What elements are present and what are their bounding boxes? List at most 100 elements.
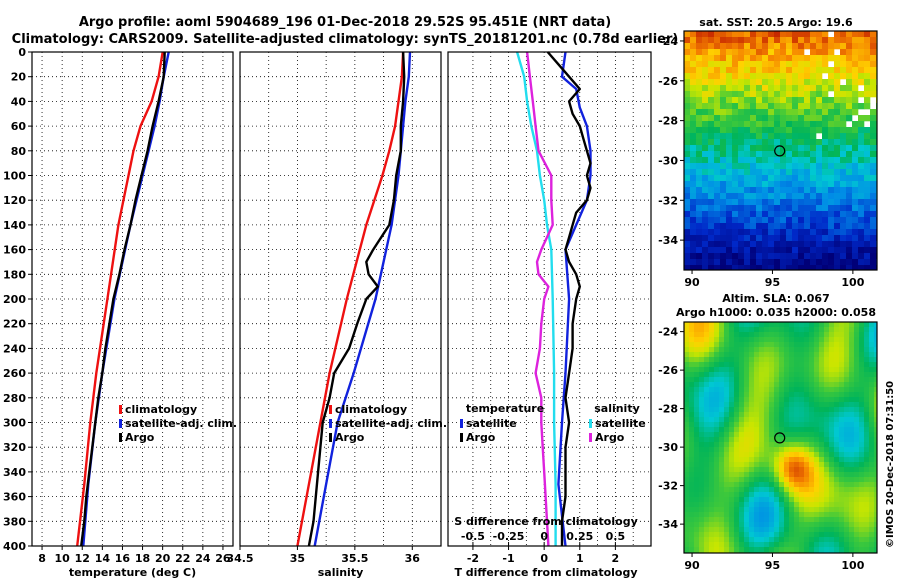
map-cell (709, 537, 715, 543)
map-cell (804, 199, 811, 206)
map-cell (744, 357, 750, 363)
map-cell (829, 347, 835, 353)
map-cell (854, 512, 860, 518)
map-cell (720, 229, 727, 236)
map-cell (689, 467, 695, 473)
map-cell (750, 169, 757, 176)
map-cell (714, 247, 721, 254)
map-cell (786, 211, 793, 218)
map-cell (814, 382, 820, 388)
sst-map-panel: 90 95 100-24-26-28-30-32-34 (658, 30, 878, 289)
map-cell (849, 342, 855, 348)
map-cell (864, 181, 871, 188)
map-cell (824, 397, 830, 403)
map-cell (704, 377, 710, 383)
map-cell (810, 199, 817, 206)
map-cell (829, 462, 835, 468)
map-cell (734, 467, 740, 473)
map-cell (762, 193, 769, 200)
map-cell (738, 49, 745, 56)
map-cell (834, 253, 841, 260)
map-cell (708, 37, 715, 44)
map-cell (846, 241, 853, 248)
map-cell (774, 442, 780, 448)
map-cell (732, 133, 739, 140)
map-cell (724, 322, 730, 328)
map-cell (756, 193, 763, 200)
map-cell (764, 452, 770, 458)
map-cell (864, 407, 870, 413)
map-cell (709, 332, 715, 338)
map-cell (729, 472, 735, 478)
map-cell (869, 332, 875, 338)
map-cell (834, 157, 841, 164)
map-cell (719, 422, 725, 428)
map-cell (828, 229, 835, 236)
map-cell (870, 235, 877, 242)
map-cell (799, 487, 805, 493)
map-cell (744, 482, 750, 488)
map-cell (724, 367, 730, 373)
map-cell (768, 61, 775, 68)
map-cell (759, 467, 765, 473)
map-cell (754, 387, 760, 393)
map-cell (849, 472, 855, 478)
map-cell (810, 61, 817, 68)
map-cell (829, 522, 835, 528)
map-cell (804, 382, 810, 388)
map-cell (774, 517, 780, 523)
map-cell (719, 477, 725, 483)
y-tick-label: 60 (11, 120, 27, 133)
map-cell (786, 49, 793, 56)
map-cell (828, 115, 835, 122)
map-cell (834, 109, 841, 116)
map-cell (870, 157, 877, 164)
map-cell (720, 247, 727, 254)
map-cell (816, 109, 823, 116)
map-cell (764, 467, 770, 473)
map-cell (819, 367, 825, 373)
map-cell (852, 259, 859, 266)
map-cell (708, 79, 715, 86)
map-cell (840, 265, 847, 271)
map-cell (762, 247, 769, 254)
map-cell (724, 542, 730, 548)
map-cell (852, 181, 859, 188)
map-cell (834, 31, 841, 38)
map-cell (738, 199, 745, 206)
map-cell (852, 235, 859, 242)
map-cell (720, 265, 727, 271)
map-cell (732, 199, 739, 206)
map-cell (804, 151, 811, 158)
map-cell (864, 382, 870, 388)
map-cell (834, 542, 840, 548)
map-cell (694, 402, 700, 408)
map-cell (759, 452, 765, 458)
map-cell (839, 542, 845, 548)
map-cell (804, 367, 810, 373)
map-cell (750, 37, 757, 44)
map-cell (738, 187, 745, 194)
map-cell (804, 223, 811, 230)
map-cell (824, 417, 830, 423)
map-cell (694, 482, 700, 488)
map-cell (708, 103, 715, 110)
y-tick-label: -32 (658, 194, 678, 207)
map-cell (814, 387, 820, 393)
map-cell (719, 522, 725, 528)
map-cell (704, 452, 710, 458)
map-cell (696, 43, 703, 50)
map-cell (798, 163, 805, 170)
map-cell (854, 542, 860, 548)
map-cell (719, 322, 725, 328)
map-cell (869, 472, 875, 478)
map-cell (744, 163, 751, 170)
map-cell (684, 342, 690, 348)
map-cell (724, 422, 730, 428)
map-cell (852, 187, 859, 194)
map-cell (702, 187, 709, 194)
map-cell (699, 472, 705, 478)
map-cell (739, 482, 745, 488)
map-cell (816, 223, 823, 230)
map-cell (696, 31, 703, 38)
